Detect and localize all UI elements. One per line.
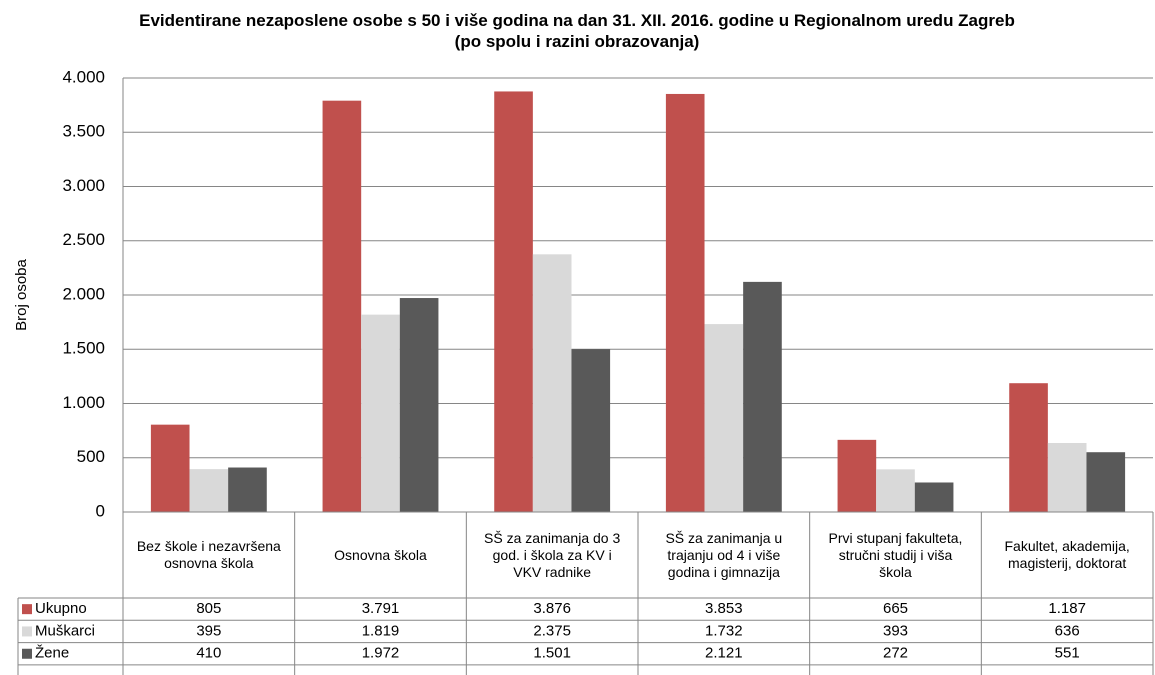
legend-key <box>22 604 32 615</box>
y-tick-label: 2.000 <box>62 284 105 303</box>
x-tick-label: SŠ za zanimanja u trajanju od 4 i više g… <box>665 529 783 580</box>
bar <box>189 469 229 512</box>
bar <box>704 324 744 512</box>
legend-label: Ukupno <box>35 600 87 617</box>
y-tick-label: 0 <box>96 501 105 520</box>
value-label: 3.791 <box>362 600 400 617</box>
value-label: 551 <box>1055 645 1080 662</box>
y-tick-label: 2.500 <box>62 230 105 249</box>
x-tick-label: SŠ za zanimanja do 3 god. i škola za KV … <box>484 529 621 580</box>
bar <box>399 298 439 512</box>
value-label: 1.501 <box>533 645 571 662</box>
y-tick-label: 1.000 <box>62 393 105 412</box>
bar <box>1086 452 1126 512</box>
bar <box>322 100 362 512</box>
x-tick-label: Bez škole i nezavršena osnovna škola <box>136 538 281 571</box>
value-label: 1.819 <box>362 622 400 639</box>
y-tick-label: 4.000 <box>62 67 105 86</box>
value-label: 1.187 <box>1048 600 1086 617</box>
value-label: 3.876 <box>533 600 571 617</box>
value-label: 3.853 <box>705 600 743 617</box>
value-label: 1.972 <box>362 645 400 662</box>
value-label: 393 <box>883 622 908 639</box>
legend-label: Muškarci <box>35 622 95 639</box>
y-tick-label: 3.500 <box>62 122 105 141</box>
bar <box>494 91 533 512</box>
x-tick-label: Fakultet, akademija, magisterij, doktora… <box>1004 538 1130 571</box>
bar <box>1047 442 1087 512</box>
value-label: 2.121 <box>705 645 743 662</box>
chart-title: Evidentirane nezaposlene osobe s 50 i vi… <box>139 11 1015 51</box>
bar <box>532 254 572 512</box>
value-label: 1.732 <box>705 622 743 639</box>
value-label: 805 <box>196 600 221 617</box>
value-label: 665 <box>883 600 908 617</box>
legend-key <box>22 648 32 659</box>
x-tick-label: Osnovna škola <box>334 546 427 563</box>
bar <box>571 349 611 512</box>
bar <box>665 93 705 513</box>
bar <box>876 469 915 512</box>
value-label: 395 <box>196 622 221 639</box>
value-label: 410 <box>196 645 221 662</box>
y-tick-label: 1.500 <box>62 339 105 358</box>
bar <box>1009 383 1048 512</box>
bar <box>228 467 267 512</box>
legend-key <box>22 626 32 637</box>
legend-label: Žene <box>35 645 69 662</box>
value-label: 636 <box>1055 622 1080 639</box>
y-tick-label: 3.000 <box>62 176 105 195</box>
bar <box>743 281 782 512</box>
bar <box>914 482 954 512</box>
y-tick-label: 500 <box>77 447 105 466</box>
x-tick-label: Prvi stupanj fakulteta, stručni studij i… <box>828 529 963 580</box>
value-label: 272 <box>883 645 908 662</box>
y-axis-label: Broj osoba <box>13 258 30 330</box>
bar <box>837 439 877 512</box>
value-label: 2.375 <box>533 622 571 639</box>
bar <box>361 314 400 512</box>
bar <box>150 424 190 512</box>
